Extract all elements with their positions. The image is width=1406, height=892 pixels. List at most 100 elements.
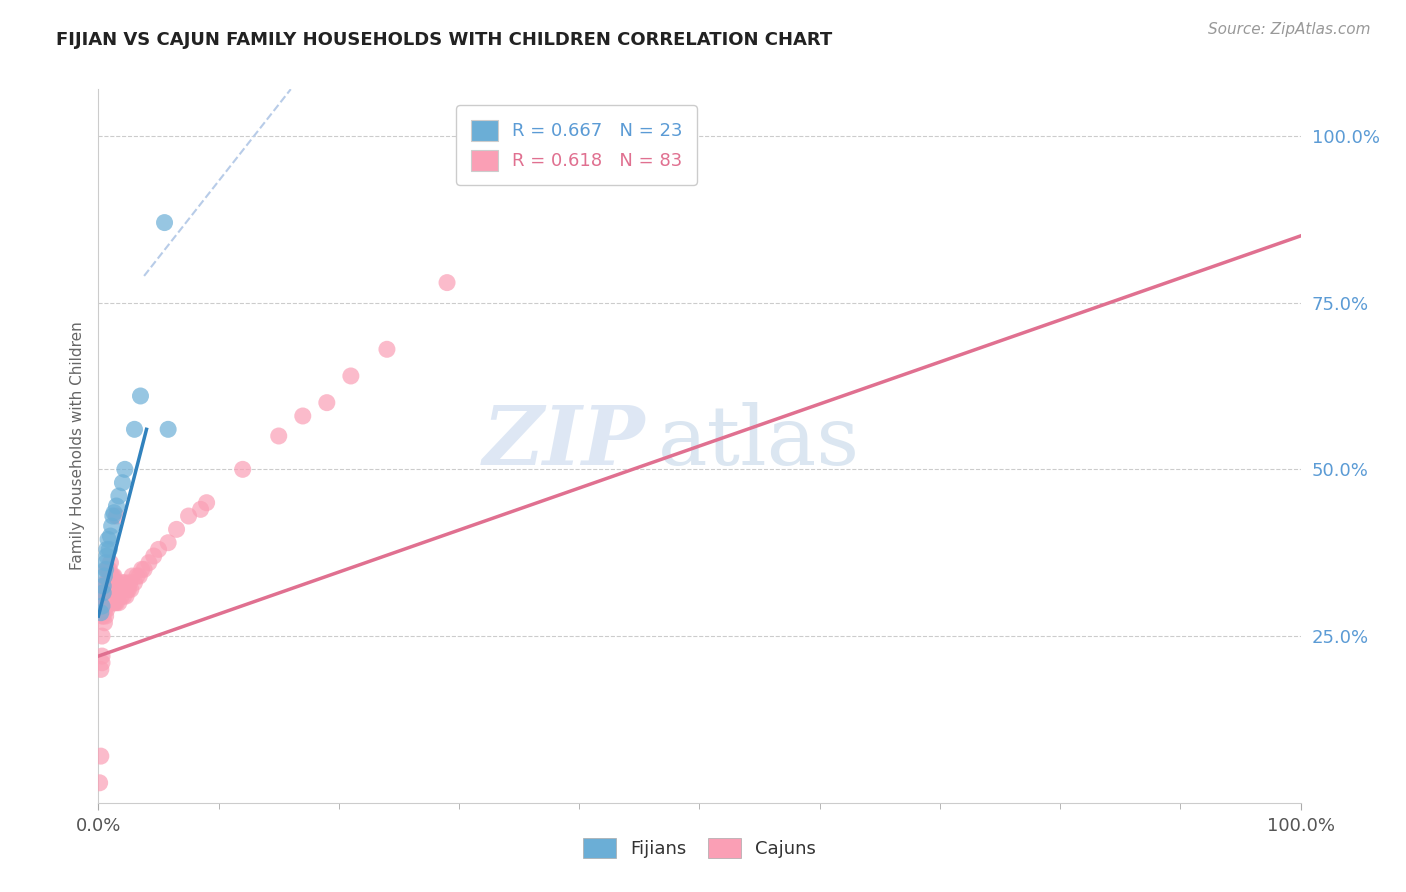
Point [100, 569, 122, 583]
Point [97, 582, 120, 597]
Point [100, 556, 122, 570]
Point [98, 596, 121, 610]
Point [93, 582, 115, 597]
Point [91, 602, 114, 616]
Point [105, 596, 128, 610]
Point [96, 575, 118, 590]
Point [148, 542, 170, 557]
Point [110, 589, 132, 603]
Point [97, 575, 120, 590]
Point [97, 533, 120, 547]
Point [195, 496, 218, 510]
Point [177, 509, 200, 524]
Point [94, 556, 117, 570]
Point [107, 575, 129, 590]
Text: atlas: atlas [658, 402, 859, 483]
Point [128, 569, 150, 583]
Point [103, 506, 125, 520]
Point [124, 575, 146, 590]
Point [118, 575, 141, 590]
Point [94, 609, 117, 624]
Point [114, 575, 136, 590]
Point [103, 596, 125, 610]
Point [107, 589, 129, 603]
Point [100, 596, 122, 610]
Point [96, 542, 118, 557]
Point [91, 599, 114, 613]
Point [100, 582, 122, 597]
Point [157, 422, 180, 436]
Point [103, 569, 125, 583]
Point [129, 389, 152, 403]
Point [190, 502, 212, 516]
Point [97, 562, 120, 576]
Point [91, 579, 114, 593]
Point [93, 615, 115, 630]
Point [124, 422, 146, 436]
Point [93, 602, 115, 616]
Point [89, 776, 111, 790]
Point [157, 535, 180, 549]
Point [91, 609, 114, 624]
Point [96, 562, 118, 576]
Point [267, 429, 290, 443]
Point [91, 589, 114, 603]
Point [138, 556, 160, 570]
Point [96, 549, 118, 563]
Point [340, 368, 363, 383]
Point [103, 582, 125, 597]
Point [375, 343, 398, 357]
Point [117, 582, 139, 597]
Point [90, 606, 112, 620]
Point [101, 569, 124, 583]
Point [91, 596, 114, 610]
Point [436, 276, 458, 290]
Point [98, 562, 121, 576]
Point [93, 569, 115, 583]
Point [96, 602, 118, 616]
Point [90, 662, 112, 676]
Point [120, 582, 142, 597]
Point [94, 562, 117, 576]
Y-axis label: Family Households with Children: Family Households with Children [69, 322, 84, 570]
Point [94, 596, 117, 610]
Point [91, 585, 114, 599]
Point [108, 596, 131, 610]
Point [98, 575, 121, 590]
Point [108, 582, 131, 597]
Point [100, 596, 122, 610]
Point [101, 582, 124, 597]
Point [104, 582, 127, 597]
Point [94, 575, 117, 590]
Point [100, 519, 122, 533]
Point [131, 562, 153, 576]
Point [93, 596, 115, 610]
Point [115, 589, 138, 603]
Point [111, 575, 134, 590]
Point [132, 562, 155, 576]
Point [91, 656, 114, 670]
Point [101, 596, 124, 610]
Point [105, 499, 128, 513]
Point [91, 629, 114, 643]
Point [101, 509, 124, 524]
Point [100, 529, 122, 543]
Point [90, 749, 112, 764]
Point [315, 395, 337, 409]
Point [96, 589, 118, 603]
Point [105, 509, 128, 524]
Text: Source: ZipAtlas.com: Source: ZipAtlas.com [1208, 22, 1371, 37]
Legend: Fijians, Cajuns: Fijians, Cajuns [576, 830, 823, 865]
Point [111, 475, 134, 490]
Text: ZIP: ZIP [482, 402, 645, 483]
Point [166, 522, 188, 536]
Point [291, 409, 314, 423]
Point [97, 596, 120, 610]
Point [114, 462, 136, 476]
Point [125, 569, 148, 583]
Point [91, 609, 114, 624]
Point [117, 582, 139, 597]
Point [93, 589, 115, 603]
Point [94, 582, 117, 597]
Point [121, 569, 143, 583]
